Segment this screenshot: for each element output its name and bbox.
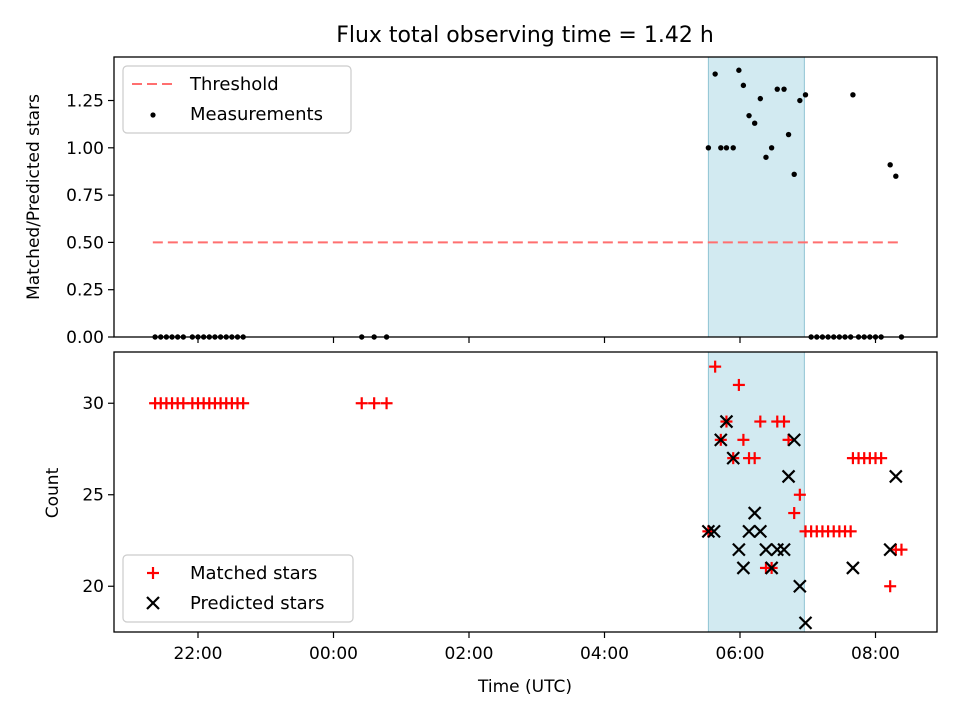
- matched-star-point-18: [380, 397, 393, 410]
- top-y-axis-ticks: 0.00 0.25 0.50 0.75 1.00 1.25: [66, 92, 114, 348]
- matched-star-point-53: [895, 543, 908, 556]
- measurement-point-33: [785, 131, 792, 138]
- matched-star-point-50: [875, 452, 888, 465]
- measurement-point-25: [740, 82, 747, 89]
- matched-star-point-17: [368, 397, 381, 410]
- observing-span-top: [707, 56, 805, 338]
- matched-star-point-28: [754, 415, 767, 428]
- predicted-star-point-0: [701, 524, 716, 539]
- matched-star-point-27: [748, 452, 761, 465]
- measurement-point-22: [723, 145, 730, 151]
- bottom-x-axis-ticks: 22:00 00:00 02:00 04:00 06:00 08:00: [174, 632, 900, 664]
- matched-star-point-34: [788, 507, 801, 520]
- predicted-star-point-8: [747, 506, 762, 520]
- measurement-point-31: [774, 86, 780, 92]
- top-plot-frame: [113, 56, 938, 338]
- bottom-y-axis-label: Count: [43, 467, 63, 518]
- predicted-star-point-15: [787, 433, 801, 447]
- matched-star-point-33: [782, 433, 795, 446]
- bottom-ytick-label-0: 20: [82, 577, 104, 597]
- matched-star-point-35: [793, 488, 806, 501]
- measurement-point-29: [763, 154, 769, 160]
- predicted-stars-points: [701, 414, 903, 630]
- measurement-point-34: [791, 171, 797, 177]
- measurement-point-36: [802, 92, 809, 98]
- top-panel: 0.00 0.25 0.50 0.75 1.00 1.25 Matched/Predict…: [24, 56, 938, 348]
- top-ytick-label-4: 1.00: [66, 139, 104, 159]
- predicted-star-point-3: [719, 414, 734, 429]
- predicted-star-point-19: [883, 542, 897, 557]
- measurement-point-23: [730, 145, 736, 151]
- xtick-label-5: 08:00: [851, 644, 900, 664]
- measurement-point-21: [718, 145, 724, 151]
- measurement-point-51: [887, 162, 893, 168]
- predicted-star-point-14: [781, 469, 796, 484]
- bottom-plot-frame: [113, 351, 938, 633]
- predicted-star-point-18: [846, 561, 860, 575]
- threshold-legend-label: Threshold: [189, 74, 279, 95]
- predicted-star-point-9: [753, 524, 768, 539]
- matched-star-point-25: [737, 433, 750, 446]
- predicted-star-point-17: [798, 616, 813, 630]
- measurement-point-45: [850, 92, 856, 98]
- bottom-y-axis-ticks: 20 25 30: [82, 394, 114, 597]
- x-axis-label: Time (UTC): [477, 677, 572, 697]
- bottom-ytick-label-1: 25: [82, 486, 104, 506]
- xtick-label-1: 00:00: [309, 644, 358, 664]
- predicted-star-point-13: [777, 542, 791, 557]
- predicted-legend-label: Predicted stars: [190, 593, 324, 614]
- matched-star-point-32: [778, 415, 791, 428]
- predicted-star-point-7: [742, 524, 756, 539]
- measurement-point-30: [768, 145, 775, 151]
- chart-title: Flux total observing time = 1.42 h: [336, 23, 714, 48]
- matched-star-point-44: [844, 525, 857, 538]
- predicted-star-point-20: [889, 469, 903, 484]
- measurement-point-24: [736, 67, 742, 73]
- predicted-star-point-16: [793, 579, 807, 594]
- top-ytick-label-3: 0.75: [66, 186, 104, 206]
- measurements-legend-swatch: [150, 112, 156, 118]
- predicted-star-point-6: [736, 561, 751, 575]
- predicted-star-point-4: [726, 451, 741, 465]
- xtick-label-3: 04:00: [580, 644, 629, 664]
- measurement-point-28: [757, 95, 764, 102]
- bottom-panel: 20 25 30 22:00 00:00 02:00 04:00 06:00 08:00 Co…: [43, 351, 938, 697]
- measurement-point-52: [893, 173, 899, 179]
- measurements-legend-label: Measurements: [190, 104, 323, 125]
- predicted-star-point-10: [759, 542, 773, 557]
- measurement-point-19: [705, 145, 712, 151]
- top-y-axis-label: Matched/Predicted stars: [24, 94, 44, 300]
- top-ytick-label-0: 0.00: [66, 328, 104, 348]
- bottom-ytick-label-2: 30: [82, 394, 104, 414]
- xtick-label-2: 02:00: [445, 644, 494, 664]
- top-ytick-label-5: 1.25: [66, 92, 104, 112]
- measurement-point-20: [712, 71, 718, 77]
- measurements-points: [152, 67, 905, 340]
- bottom-legend: Matched stars Predicted stars: [122, 554, 354, 623]
- measurement-point-32: [781, 86, 787, 92]
- matched-star-point-51: [884, 580, 897, 593]
- predicted-star-point-1: [707, 524, 721, 539]
- matched-legend-swatch: [147, 567, 159, 579]
- predicted-star-point-2: [714, 433, 728, 447]
- measurement-point-35: [797, 97, 803, 104]
- xtick-label-0: 22:00: [174, 644, 223, 664]
- matched-star-point-24: [732, 378, 745, 391]
- measurement-point-27: [751, 120, 758, 126]
- matched-star-point-20: [709, 360, 722, 373]
- observing-span-bottom: [707, 351, 805, 633]
- xtick-label-4: 06:00: [716, 644, 765, 664]
- top-ytick-label-1: 0.25: [66, 281, 104, 301]
- predicted-star-point-11: [764, 561, 779, 575]
- top-x-axis-ticks: [197, 337, 877, 343]
- matched-legend-label: Matched stars: [190, 563, 317, 584]
- predicted-legend-swatch: [146, 596, 160, 610]
- matched-star-point-15: [237, 397, 250, 410]
- matched-star-point-16: [355, 397, 368, 410]
- top-legend: Threshold Measurements: [122, 65, 352, 134]
- predicted-star-point-5: [732, 542, 746, 557]
- top-ytick-label-2: 0.50: [66, 233, 104, 253]
- measurement-point-26: [746, 112, 752, 119]
